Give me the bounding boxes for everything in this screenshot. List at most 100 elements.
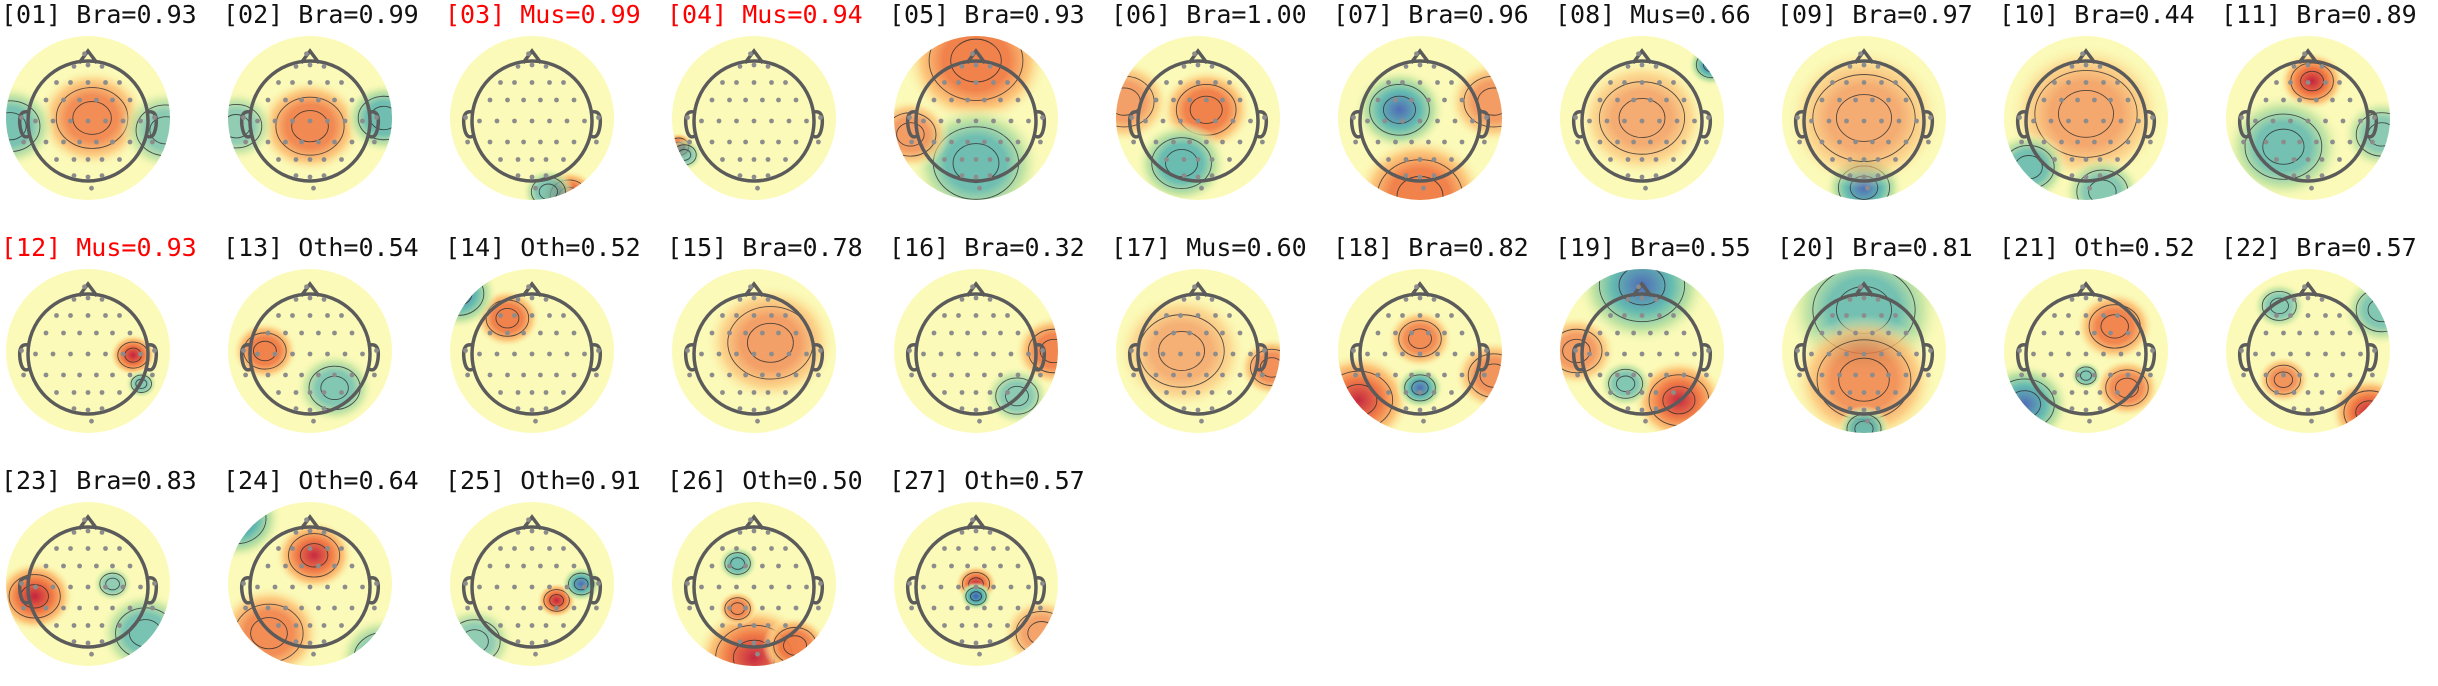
sensor-dot (494, 584, 500, 590)
sensor-dot (515, 297, 521, 302)
sensor-dot (110, 330, 115, 336)
sensor-dot (734, 351, 739, 357)
contour-line (99, 572, 126, 596)
sensor-dot (1706, 348, 1711, 353)
head-outline-icon (683, 281, 825, 416)
contour-line (567, 572, 595, 596)
sensor-dot (255, 351, 260, 357)
sensor-dot (751, 295, 757, 301)
sensor-dot (2083, 62, 2089, 68)
head-outline-icon (2237, 281, 2379, 416)
sensor-dot (1171, 372, 1176, 378)
component-cell: [23] Bra=0.83 (0, 466, 222, 686)
sensor-dot (931, 97, 937, 103)
sensor-dot (2083, 80, 2089, 85)
sensor-dot (594, 139, 599, 145)
sensor-dot (515, 157, 521, 162)
sensor-dot (959, 639, 965, 644)
sensor-dot (1622, 313, 1627, 318)
sensor-dot (94, 139, 99, 145)
sensor-dot (374, 115, 379, 120)
sensor-dot (716, 351, 722, 357)
sensor-dot (94, 372, 99, 378)
contour-line (724, 597, 751, 620)
sensor-dot (561, 313, 566, 318)
sensor-dot (987, 639, 993, 644)
sensor-dot (243, 139, 248, 145)
contour-line (746, 322, 794, 363)
sensor-dot (272, 351, 278, 357)
contour-line (1854, 420, 1874, 433)
sensor-dot (521, 372, 526, 378)
contour-line (1408, 328, 1432, 349)
sensor-dot (1209, 406, 1215, 411)
contour-line (1398, 320, 1442, 358)
sensor-dot (1625, 173, 1631, 179)
sensor-dot (1153, 139, 1159, 145)
sensor-dot (743, 330, 748, 336)
sensor-dot (743, 563, 748, 569)
sensor-dot (1597, 139, 1603, 145)
sensor-dot (283, 563, 288, 569)
sensor-dot (283, 605, 288, 611)
sensor-dot (547, 118, 552, 124)
sensor-dot (765, 390, 771, 395)
sensor-dot (43, 563, 49, 569)
sensor-dot (1671, 313, 1676, 318)
sensor-dot (760, 139, 765, 145)
topomap-icon (450, 269, 614, 433)
sensor-dot (1195, 313, 1201, 318)
sensor-dot (311, 651, 316, 657)
sensor-dot (1639, 390, 1645, 395)
sensor-dot (973, 351, 979, 357)
sensor-dot (909, 605, 914, 611)
component-cell: [04] Mus=0.94 (666, 0, 888, 220)
sensor-dot (1442, 139, 1447, 145)
sensor-dot (949, 139, 954, 145)
contour-line (1838, 357, 1890, 402)
sensor-dot (2083, 390, 2089, 395)
sensor-dot (1795, 115, 1800, 120)
sensor-dot (748, 51, 753, 57)
sensor-dot (1896, 118, 1902, 124)
sensor-dot (50, 118, 56, 124)
sensor-dot (463, 348, 468, 353)
sensor-dot (243, 372, 248, 378)
sensor-dot (709, 330, 715, 336)
positive-peak (1387, 309, 1453, 369)
sensor-dot (1844, 118, 1849, 124)
sensor-dot (89, 418, 94, 424)
sensor-dot (571, 139, 577, 145)
sensor-dot (582, 118, 587, 124)
component-label: [16] Bra=0.32 (889, 233, 1085, 262)
contour-line (291, 110, 329, 143)
sensor-dot (987, 157, 993, 162)
sensor-dot (349, 97, 355, 103)
component-label: [17] Mus=0.60 (1111, 233, 1307, 262)
sensor-dot (716, 118, 722, 124)
sensor-dot (743, 372, 748, 378)
sensor-dot (776, 563, 781, 569)
sensor-dot (1830, 80, 1835, 85)
sensor-dot (786, 118, 792, 124)
sensor-dot (582, 351, 587, 357)
sensor-dot (1421, 418, 1426, 424)
sensor-dot (1875, 297, 1881, 302)
sensor-dot (765, 297, 771, 302)
sensor-dot (2069, 173, 2075, 179)
topomap-field (894, 36, 1058, 200)
sensor-dot (2118, 118, 2124, 124)
sensor-dot (152, 348, 157, 353)
sensor-dot (150, 139, 155, 145)
sensor-dot (734, 546, 739, 551)
sensor-dot (85, 351, 91, 357)
sensor-dot (1879, 313, 1884, 318)
sensor-dot (1008, 118, 1014, 124)
sensor-dot (751, 407, 757, 413)
sensor-dot (1195, 174, 1201, 180)
sensor-dot (1442, 330, 1447, 336)
sensor-dot (85, 157, 91, 162)
sensor-dot (2319, 390, 2325, 395)
sensor-dot (1164, 157, 1169, 162)
sensor-dot (2052, 313, 2057, 318)
